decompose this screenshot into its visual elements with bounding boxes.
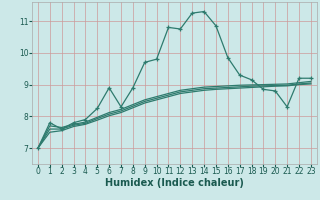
X-axis label: Humidex (Indice chaleur): Humidex (Indice chaleur): [105, 178, 244, 188]
